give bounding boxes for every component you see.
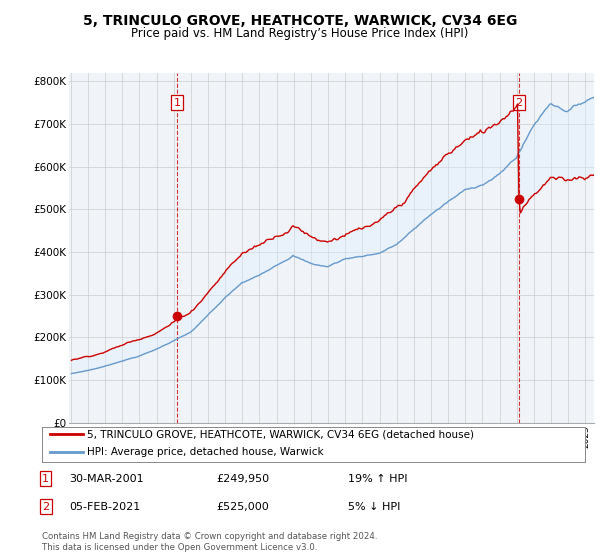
Text: 2: 2 — [515, 97, 523, 108]
Text: This data is licensed under the Open Government Licence v3.0.: This data is licensed under the Open Gov… — [42, 543, 317, 552]
Text: 1: 1 — [174, 97, 181, 108]
Text: 19% ↑ HPI: 19% ↑ HPI — [348, 474, 407, 484]
Text: HPI: Average price, detached house, Warwick: HPI: Average price, detached house, Warw… — [86, 447, 323, 457]
Text: 5, TRINCULO GROVE, HEATHCOTE, WARWICK, CV34 6EG (detached house): 5, TRINCULO GROVE, HEATHCOTE, WARWICK, C… — [86, 430, 473, 440]
Text: 5% ↓ HPI: 5% ↓ HPI — [348, 502, 400, 512]
Text: Contains HM Land Registry data © Crown copyright and database right 2024.: Contains HM Land Registry data © Crown c… — [42, 532, 377, 541]
Text: 30-MAR-2001: 30-MAR-2001 — [69, 474, 143, 484]
Text: 5, TRINCULO GROVE, HEATHCOTE, WARWICK, CV34 6EG: 5, TRINCULO GROVE, HEATHCOTE, WARWICK, C… — [83, 14, 517, 28]
Text: Price paid vs. HM Land Registry’s House Price Index (HPI): Price paid vs. HM Land Registry’s House … — [131, 27, 469, 40]
Text: £249,950: £249,950 — [216, 474, 269, 484]
Text: 05-FEB-2021: 05-FEB-2021 — [69, 502, 140, 512]
Text: 2: 2 — [42, 502, 49, 512]
Text: 1: 1 — [42, 474, 49, 484]
Text: £525,000: £525,000 — [216, 502, 269, 512]
